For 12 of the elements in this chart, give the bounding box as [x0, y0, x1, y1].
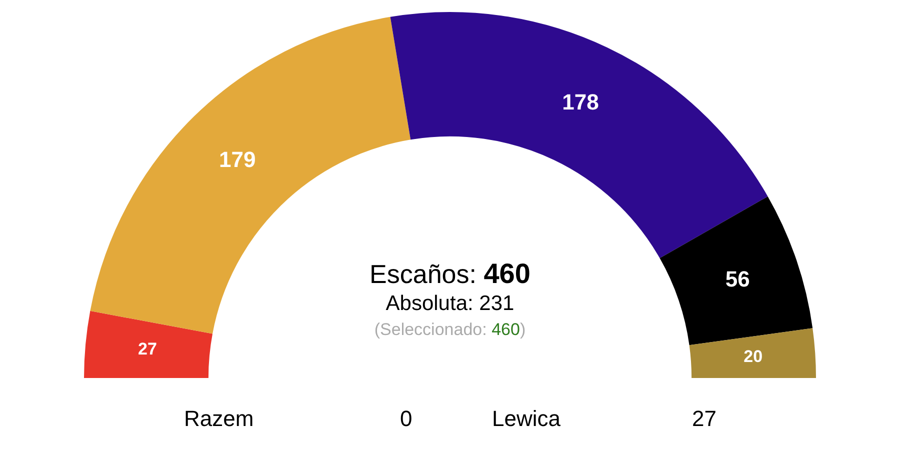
text: Razem — [184, 406, 254, 432]
data-label: 178 — [562, 90, 599, 115]
text: 0 — [400, 406, 412, 432]
data-label: 56 — [725, 266, 750, 292]
text: Lewica — [492, 406, 560, 432]
data-label: 179 — [219, 147, 256, 172]
data-label: 27 — [138, 340, 157, 359]
text: Escaños: 460 — [370, 258, 530, 289]
text: Absoluta: 231 — [384, 292, 516, 316]
data-label: 20 — [744, 346, 763, 366]
text: 27 — [692, 406, 716, 432]
text: (Seleccionado: 460) — [373, 320, 527, 340]
